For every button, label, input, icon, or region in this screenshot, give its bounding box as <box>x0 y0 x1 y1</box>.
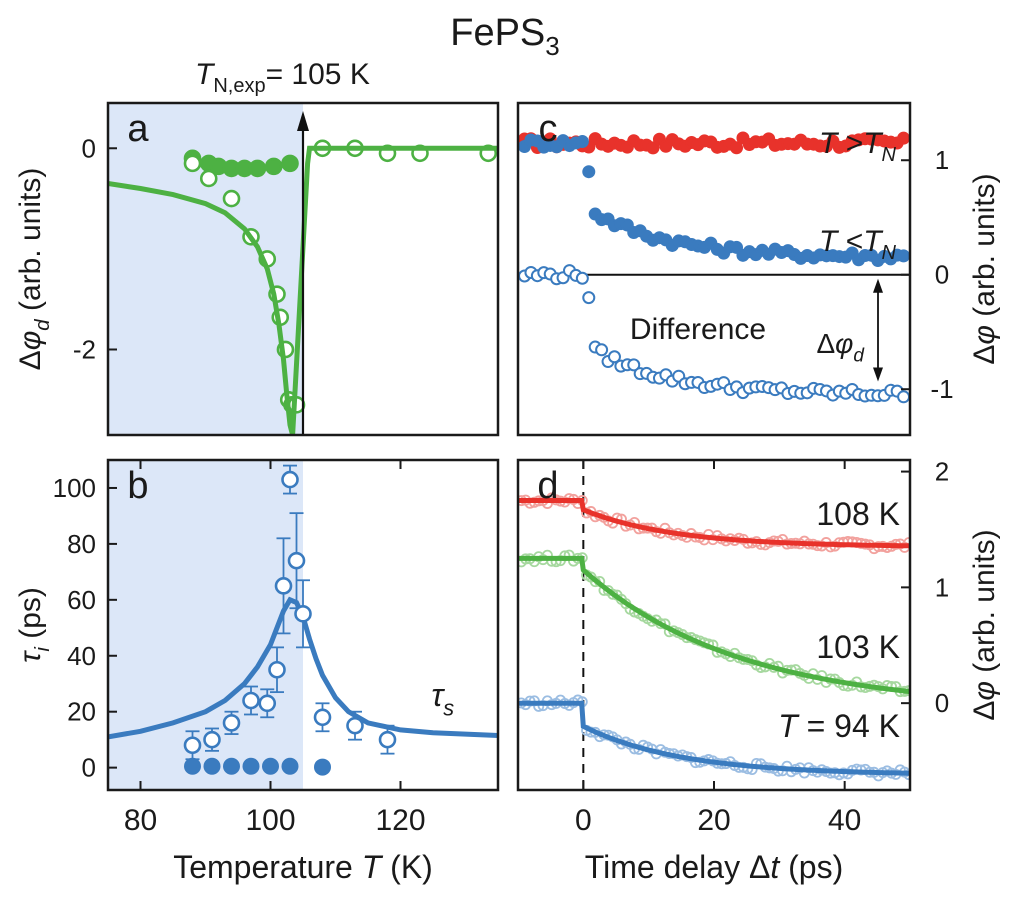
y-tick-label: -1 <box>930 374 953 404</box>
plot-frame <box>106 458 500 792</box>
y-tick-label: -2 <box>73 334 96 364</box>
data-point-open <box>222 714 241 732</box>
diff-label: Δφd <box>816 328 865 366</box>
data-point-filled <box>223 757 240 775</box>
panel-a: 0 -2 Δφd (arb. units) a <box>14 101 500 437</box>
data-point-filled <box>248 159 267 178</box>
x-tick-label: 120 <box>375 804 425 837</box>
plot-area <box>518 460 910 790</box>
panel-b: τs 0 20 40 60 80 100 80 100 120 τi (ps) Temperature… <box>14 458 500 885</box>
data-point-open <box>287 551 306 570</box>
tn-arrow-head <box>297 111 309 131</box>
plot-frame <box>516 101 912 437</box>
plot-area <box>108 139 498 435</box>
fit-line <box>518 555 910 695</box>
legend-difference: Difference <box>630 313 766 346</box>
panel-letter: c <box>539 108 558 150</box>
afm-shaded-region <box>108 103 303 435</box>
panel-letter: d <box>537 465 558 507</box>
data-point-filled <box>281 757 299 775</box>
plot-area <box>108 464 498 776</box>
diff-arrow-head-up <box>873 278 883 293</box>
y-tick-label: 0 <box>82 133 96 163</box>
data-point-filled <box>184 757 201 775</box>
data-point-open <box>897 390 910 404</box>
figure-title: FePS3 <box>450 12 560 61</box>
y-tick-label: 0 <box>82 753 96 783</box>
panel-letter: a <box>127 108 149 150</box>
data-point-open <box>199 169 218 188</box>
x-axis-label: Temperature T (K) <box>173 849 433 885</box>
data-point-filled <box>262 757 279 775</box>
data-point-open <box>346 716 364 735</box>
tn-annotation: TN,exp= 105 K <box>195 58 370 97</box>
data-point-filled <box>242 757 260 775</box>
data-point-open <box>627 358 641 372</box>
data-point-filled <box>314 758 331 776</box>
fit-line <box>518 700 910 776</box>
data-point-open <box>582 291 596 305</box>
data-point-open <box>294 605 312 623</box>
data-point-open <box>203 730 221 749</box>
data-point-filled <box>582 165 596 179</box>
diff-arrow-head-down <box>873 367 883 382</box>
y-axis-label: τi (ps) <box>14 587 54 663</box>
y-tick-label: 80 <box>67 529 96 559</box>
data-point-open <box>242 691 260 710</box>
y-tick-label: 0 <box>935 260 949 290</box>
data-point-filled <box>575 134 589 148</box>
data-point-filled <box>264 157 283 176</box>
data-point-filled <box>203 757 221 775</box>
x-tick-label: 80 <box>124 804 157 837</box>
y-tick-label: 60 <box>67 585 96 615</box>
data-point-filled <box>281 154 299 173</box>
series-label: 103 K <box>816 629 900 665</box>
data-point-open <box>222 189 241 208</box>
series-label: 108 K <box>816 496 900 532</box>
legend-above-tn: T >TN <box>819 127 897 166</box>
y-tick-label: 0 <box>935 688 949 718</box>
y-tick-label: 100 <box>53 473 96 503</box>
y-tick-label: 1 <box>935 145 949 175</box>
y-tick-label: 20 <box>67 697 96 727</box>
data-point-open <box>595 343 609 357</box>
panel-c: T >TN T <TN Difference Δφd 1 0 -1 Δφ (arb. unit… <box>516 101 1001 437</box>
fit-line <box>108 145 498 435</box>
y-tick-label: 1 <box>935 572 949 602</box>
legend-below-tn: T <TN <box>819 225 897 264</box>
panel-d: 108 K 103 K T = 94 K 2 1 0 0 20 40 Δφ (arb. units… <box>516 457 1001 885</box>
tau-s-label: τs <box>431 677 454 721</box>
y-axis-label: Δφd (arb. units) <box>14 168 54 371</box>
y-axis-label: Δφ (arb. units) <box>968 173 1001 364</box>
data-point-open <box>183 736 202 755</box>
data-point-open <box>378 730 397 749</box>
fit-line <box>518 498 910 549</box>
data-point-filled <box>897 131 910 145</box>
series-label: T = 94 K <box>778 708 900 744</box>
x-tick-label: 0 <box>575 804 592 837</box>
y-tick-label: 40 <box>67 641 96 671</box>
y-tick-label: 2 <box>935 457 949 487</box>
data-point-filled <box>646 141 660 155</box>
data-point-open <box>258 694 277 713</box>
x-tick-label: 20 <box>697 804 730 837</box>
data-point-open <box>268 660 286 679</box>
plot-frame <box>106 101 500 437</box>
panel-letter: b <box>127 465 148 507</box>
data-point-filled <box>730 141 744 155</box>
data-point-filled <box>897 249 910 263</box>
data-point-open <box>607 350 621 364</box>
data-point-open <box>274 577 293 595</box>
data-point-open <box>313 708 332 727</box>
plot-area <box>518 131 910 404</box>
x-axis-label: Time delay Δt (ps) <box>585 849 843 885</box>
x-tick-label: 40 <box>828 804 861 837</box>
data-point-open <box>575 271 589 285</box>
data-point-open <box>281 470 299 489</box>
x-tick-label: 100 <box>245 804 295 837</box>
data-point-open <box>183 154 202 173</box>
y-axis-label: Δφ (arb. units) <box>968 529 1001 720</box>
